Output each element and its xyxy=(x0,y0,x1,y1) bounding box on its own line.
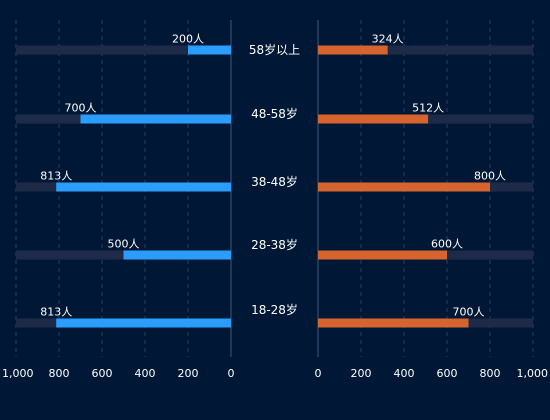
tick-label-right: 1,000 xyxy=(517,367,549,380)
category-label: 48-58岁 xyxy=(251,106,298,121)
bar-right xyxy=(318,45,388,55)
data-label-left: 200人 xyxy=(172,33,204,46)
data-label-right: 600人 xyxy=(431,238,463,251)
tick-label-left: 1,000 xyxy=(2,367,34,380)
tick-label-right: 200 xyxy=(351,367,372,380)
category-label: 38-48岁 xyxy=(251,174,298,189)
bar-right xyxy=(318,318,469,328)
tick-label-left: 600 xyxy=(92,367,113,380)
track-left xyxy=(16,45,231,55)
bar-right xyxy=(318,250,447,260)
track-right xyxy=(318,45,533,55)
tick-label-right: 0 xyxy=(315,367,322,380)
bar-left xyxy=(123,250,231,260)
tick-label-left: 400 xyxy=(135,367,156,380)
tick-labels: 0 0 200 200 400 400 600 600 800 800 1,000 1,000 xyxy=(2,367,548,380)
tick-label-right: 800 xyxy=(480,367,501,380)
bar-left xyxy=(188,45,231,55)
category-label: 28-38岁 xyxy=(251,237,298,252)
tick-label-right: 600 xyxy=(437,367,458,380)
bar-right xyxy=(318,114,429,124)
bar-left xyxy=(56,182,231,192)
bar-right xyxy=(318,182,490,192)
data-label-right: 512人 xyxy=(412,102,444,115)
data-label-left: 700人 xyxy=(65,102,97,115)
bars xyxy=(16,45,533,328)
bar-left xyxy=(56,318,231,328)
category-labels: 58岁以上 48-58岁 38-48岁 28-38岁 18-28岁 xyxy=(249,42,300,317)
category-label: 58岁以上 xyxy=(249,42,300,57)
tick-label-right: 400 xyxy=(394,367,415,380)
tick-label-left: 0 xyxy=(228,367,235,380)
bar-left xyxy=(80,114,231,124)
data-label-left: 813人 xyxy=(40,170,72,183)
data-label-right: 700人 xyxy=(453,306,485,319)
data-labels: 200人 324人 700人 512人 813人 800人 500人 600人 813人 700人 xyxy=(40,33,506,319)
tick-label-left: 200 xyxy=(178,367,199,380)
data-label-right: 324人 xyxy=(372,33,404,46)
category-label: 18-28岁 xyxy=(251,302,298,317)
tick-label-left: 800 xyxy=(49,367,70,380)
data-label-left: 813人 xyxy=(40,306,72,319)
data-label-right: 800人 xyxy=(474,170,506,183)
data-label-left: 500人 xyxy=(108,238,140,251)
